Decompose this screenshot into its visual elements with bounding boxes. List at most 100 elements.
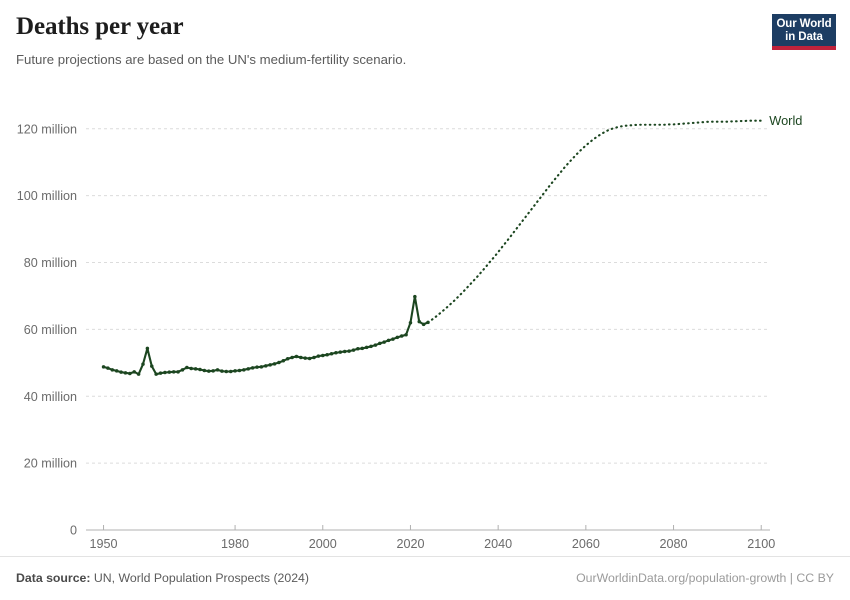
data-point-marker <box>413 294 417 299</box>
data-point-marker <box>307 356 312 361</box>
data-point-marker <box>299 355 303 360</box>
data-point-marker <box>141 362 145 366</box>
x-axis-tick-label: 2020 <box>396 537 424 551</box>
data-point-marker <box>351 348 356 352</box>
data-point-marker <box>202 368 207 373</box>
y-axis-tick-label: 100 million <box>17 189 77 203</box>
data-source-label: Data source: <box>16 571 91 585</box>
data-source-value: UN, World Population Prospects (2024) <box>93 571 309 585</box>
x-axis: 1950 1980 2000 2020 2040 2060 2080 2100 <box>86 525 775 551</box>
data-point-marker <box>255 365 259 369</box>
data-point-marker <box>110 368 115 372</box>
data-point-marker <box>316 354 321 358</box>
data-point-marker <box>237 368 242 373</box>
data-point-marker <box>338 350 343 354</box>
data-point-marker <box>421 322 426 327</box>
data-point-marker <box>163 370 167 375</box>
data-point-marker <box>136 372 141 376</box>
data-point-marker <box>167 370 172 374</box>
chart-subtitle: Future projections are based on the UN's… <box>16 52 407 67</box>
data-point-marker <box>242 368 246 372</box>
historical-line <box>102 295 430 376</box>
data-point-marker <box>119 370 123 374</box>
owid-permalink[interactable]: OurWorldinData.org/population-growth | C… <box>576 571 834 585</box>
data-point-marker <box>171 370 176 374</box>
our-world-in-data-logo[interactable]: Our World in Data <box>772 14 836 50</box>
data-point-marker <box>417 319 421 324</box>
data-point-marker <box>145 346 150 351</box>
data-point-marker <box>281 359 286 363</box>
data-point-marker <box>342 349 347 354</box>
series-lines <box>102 119 763 376</box>
series-end-label[interactable]: World <box>769 113 802 128</box>
data-point-marker <box>325 353 329 357</box>
data-point-marker <box>386 338 391 343</box>
data-point-marker <box>224 369 229 374</box>
chart-plot-area: 0 20 million 40 million 60 million 80 millio… <box>0 78 850 556</box>
deaths-per-year-line-chart[interactable]: 0 20 million 40 million 60 million 80 millio… <box>0 78 850 556</box>
data-source-text: Data source: UN, World Population Prospe… <box>16 571 309 585</box>
data-point-marker <box>399 334 404 338</box>
data-point-marker <box>395 335 400 340</box>
gridlines <box>86 128 770 464</box>
data-point-marker <box>106 366 110 370</box>
data-point-marker <box>312 355 316 360</box>
data-point-marker <box>321 353 325 358</box>
logo-line-2: in Data <box>785 30 823 43</box>
series-label-world[interactable]: World <box>769 113 802 128</box>
y-axis-tick-label: 20 million <box>24 457 77 471</box>
data-point-marker <box>132 370 136 374</box>
data-point-marker <box>189 366 193 371</box>
x-axis-tick-label: 2000 <box>309 537 337 551</box>
chart-footer: Data source: UN, World Population Prospe… <box>0 556 850 600</box>
data-point-marker <box>364 345 369 350</box>
projection-line <box>426 119 763 324</box>
page-title: Deaths per year <box>16 13 184 40</box>
data-point-marker <box>101 365 106 369</box>
data-point-marker <box>150 364 154 368</box>
data-point-marker <box>272 362 277 366</box>
data-point-marker <box>382 340 386 344</box>
data-point-marker <box>215 368 220 372</box>
data-point-marker <box>285 357 290 361</box>
data-point-marker <box>233 369 237 373</box>
x-axis-tick-label: 1950 <box>90 537 118 551</box>
data-point-marker <box>211 369 215 373</box>
y-axis-tick-label: 120 million <box>17 122 77 136</box>
chart-header: Deaths per year Future projections are b… <box>0 0 850 78</box>
data-point-marker <box>329 352 334 356</box>
data-point-marker <box>185 365 189 370</box>
x-axis-tick-label: 2100 <box>747 537 775 551</box>
data-point-marker <box>180 368 185 372</box>
data-point-marker <box>128 371 132 376</box>
logo-line-1: Our World <box>776 18 832 30</box>
data-point-marker <box>268 363 272 367</box>
data-point-marker <box>334 351 338 355</box>
data-point-marker <box>176 370 180 374</box>
data-point-marker <box>198 367 202 372</box>
data-point-marker <box>378 341 382 346</box>
data-point-marker <box>360 346 364 351</box>
data-point-marker <box>193 367 198 371</box>
data-point-marker <box>123 371 128 375</box>
x-axis-tick-label: 2080 <box>660 537 688 551</box>
data-point-marker <box>426 320 430 325</box>
data-point-marker <box>246 367 250 371</box>
data-point-marker <box>277 360 281 365</box>
data-point-marker <box>259 365 264 369</box>
data-point-marker <box>250 366 255 370</box>
data-point-marker <box>373 343 378 347</box>
data-point-marker <box>154 372 158 376</box>
x-axis-tick-label: 2060 <box>572 537 600 551</box>
data-point-marker <box>207 369 211 373</box>
data-point-marker <box>404 332 408 337</box>
y-axis-tick-label: 40 million <box>24 390 77 404</box>
y-axis-tick-label: 0 <box>70 524 77 538</box>
x-axis-tick-label: 1980 <box>221 537 249 551</box>
y-axis-tick-label: 80 million <box>24 256 77 270</box>
data-point-marker <box>228 369 233 374</box>
data-point-marker <box>391 337 395 341</box>
data-point-marker <box>114 369 119 373</box>
data-point-marker <box>290 355 294 360</box>
series-markers <box>101 294 430 376</box>
